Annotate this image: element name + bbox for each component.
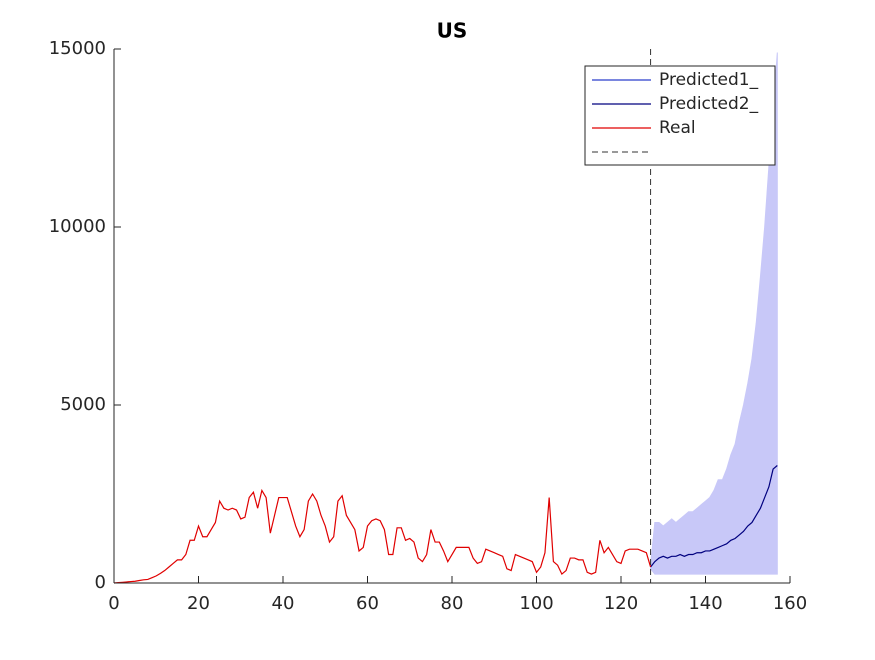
series-line <box>113 488 652 584</box>
x-tick-label: 40 <box>272 593 295 614</box>
x-tick-label: 0 <box>108 593 119 614</box>
chart-title: US <box>437 19 468 43</box>
legend-label: Real <box>659 118 696 138</box>
y-tick-label: 15000 <box>49 38 106 59</box>
y-tick-label: 10000 <box>49 216 106 237</box>
x-tick-label: 120 <box>604 593 638 614</box>
prediction-band <box>650 52 778 575</box>
x-tick-label: 160 <box>773 593 807 614</box>
x-tick-label: 140 <box>688 593 722 614</box>
legend-label: Predicted1_ <box>659 70 759 90</box>
x-tick-label: 100 <box>519 593 553 614</box>
x-tick-label: 20 <box>187 593 210 614</box>
y-tick-label: 0 <box>95 572 106 593</box>
series-line <box>650 465 778 568</box>
legend-label: Predicted2_ <box>659 94 759 114</box>
x-tick-label: 60 <box>356 593 379 614</box>
legend-box <box>584 65 776 166</box>
x-tick-label: 80 <box>441 593 464 614</box>
y-tick-label: 5000 <box>60 394 106 415</box>
